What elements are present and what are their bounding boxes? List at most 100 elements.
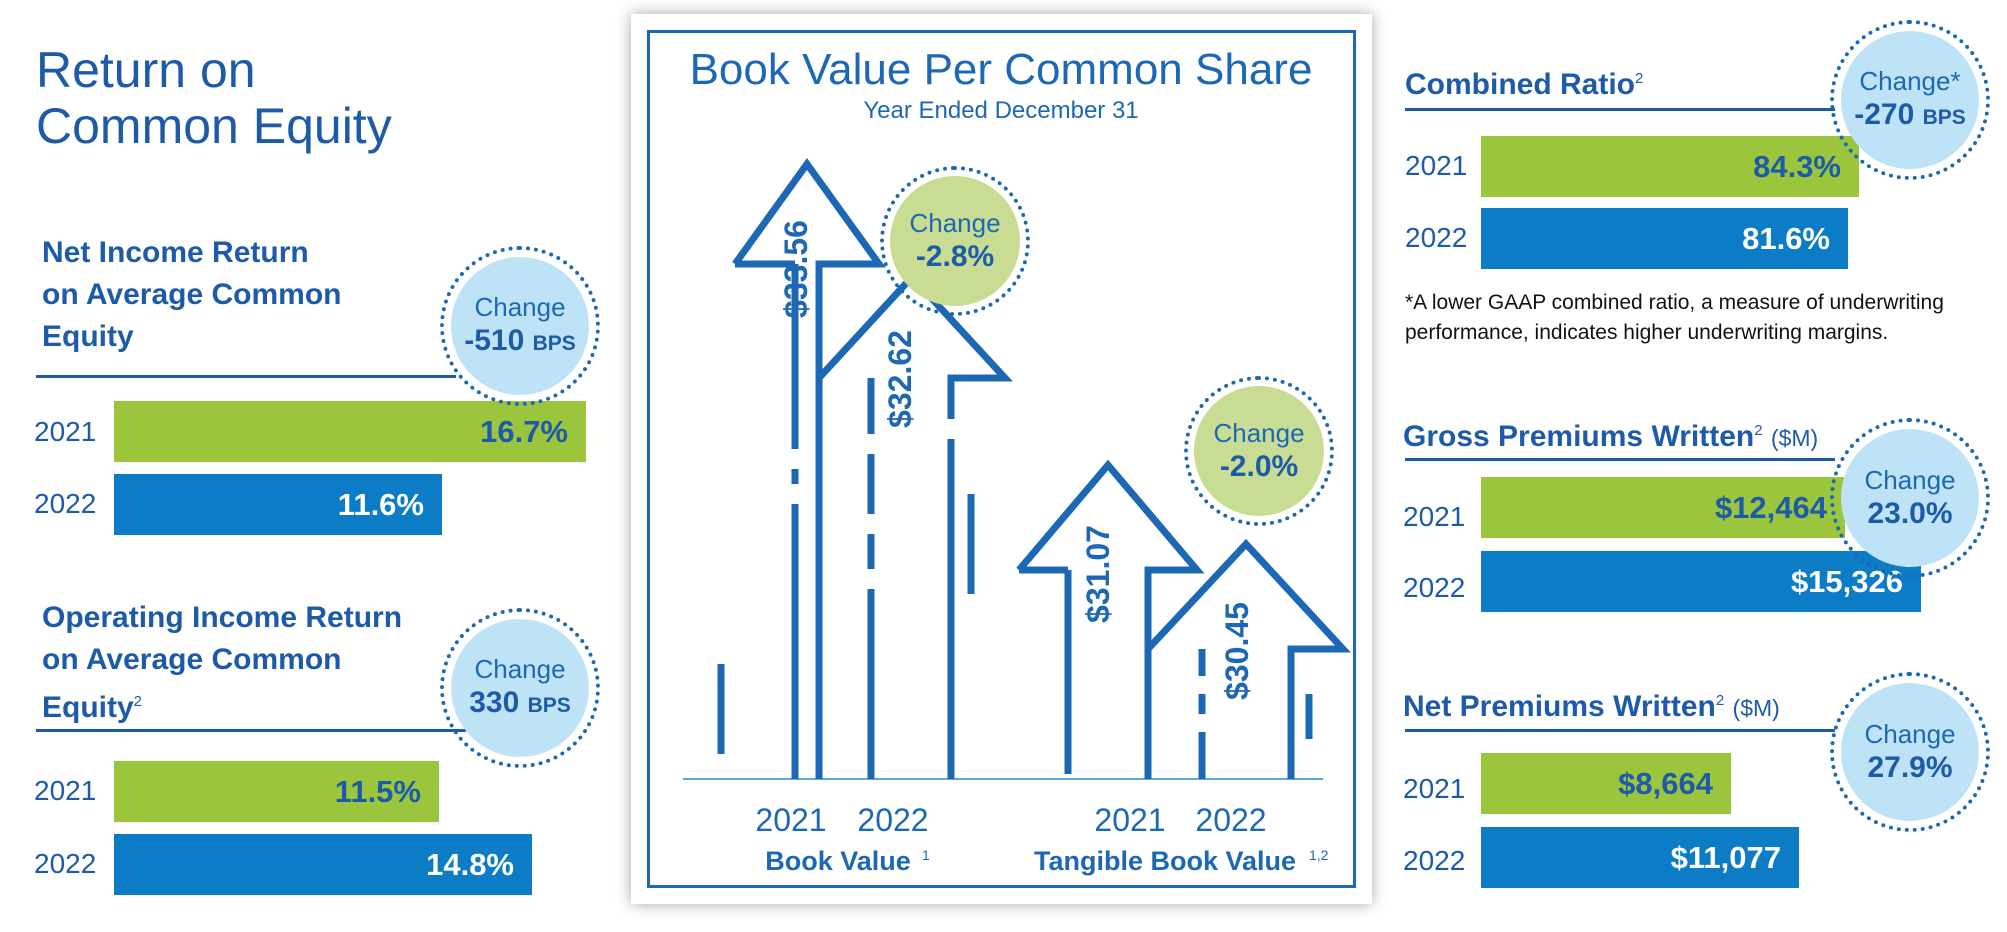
arrow-tangible-book-value-2022 — [1145, 538, 1351, 779]
gross-premiums-bar-2022: $15,326 — [1481, 551, 1921, 612]
change-label: Change — [909, 208, 1001, 238]
operating-income-bar-2021: 11.5% — [114, 761, 439, 822]
combined-ratio-bar-2021: 84.3% — [1481, 136, 1859, 197]
net-income-change-badge: Change -510 BPS — [440, 246, 600, 406]
year-label-tangible-2022: 2022 — [1195, 802, 1266, 838]
change-unit: BPS — [532, 331, 576, 355]
operating-income-bar-2022: 14.8% — [114, 834, 532, 895]
change-unit: BPS — [527, 693, 571, 717]
net-income-bar-2021: 16.7% — [114, 401, 586, 462]
change-value: 330 BPS — [469, 685, 571, 724]
gross-premiums-heading: Gross Premiums Written2 ($M) — [1403, 410, 1818, 459]
change-number: -270 — [1854, 97, 1915, 131]
net-premiums-year-2022: 2022 — [1403, 845, 1466, 876]
change-label: Change — [1213, 418, 1305, 448]
footnote-marker: 2 — [133, 693, 143, 710]
change-label: Change* — [1859, 65, 1961, 96]
gross-premiums-rule — [1405, 458, 1835, 461]
combined-ratio-year-2021: 2021 — [1405, 150, 1468, 181]
operating-income-heading-line3-text: Equity — [42, 691, 134, 724]
combined-ratio-bar-2022: 81.6% — [1481, 208, 1848, 269]
net-income-year-2022: 2022 — [34, 488, 97, 519]
page-title-line2: Common Equity — [36, 98, 392, 154]
change-value: -2.0% — [1219, 450, 1299, 483]
panel-frame — [647, 30, 1356, 888]
net-income-rule — [36, 375, 456, 378]
note-line1: *A lower GAAP combined ratio, a measure … — [1405, 291, 1944, 314]
category-label-book-value-footnote: 1 — [922, 847, 930, 863]
year-label-book-value-2021: 2021 — [755, 802, 826, 838]
operating-income-heading-line3: Equity2 — [42, 681, 402, 729]
note-line2: performance, indicates higher underwriti… — [1405, 321, 1889, 344]
gross-premiums-year-2021: 2021 — [1403, 501, 1466, 532]
net-income-heading-line3: Equity — [42, 320, 134, 353]
operating-income-year-2021: 2021 — [34, 775, 97, 806]
change-value: -270 BPS — [1854, 97, 1966, 136]
net-premiums-bar-2022: $11,077 — [1481, 827, 1799, 888]
combined-ratio-heading: Combined Ratio2 — [1405, 58, 1643, 106]
gross-premiums-heading-text: Gross Premiums Written — [1403, 420, 1755, 453]
operating-income-heading: Operating Income Return on Average Commo… — [42, 597, 402, 729]
arrow-book-value-2022 — [816, 271, 1013, 779]
value-label-tangible-book-value-2022: $30.45 — [1219, 602, 1255, 700]
tangible-book-value-change-badge: Change -2.0% — [1184, 376, 1334, 526]
arrow-tangible-book-value-2021 — [1016, 459, 1205, 779]
change-value: -510 BPS — [464, 323, 576, 362]
combined-ratio-change-badge: Change* -270 BPS — [1830, 20, 1990, 180]
operating-income-heading-line1: Operating Income Return — [42, 601, 403, 634]
gross-premiums-year-2022: 2022 — [1403, 572, 1466, 603]
arrow-book-value-2021 — [717, 158, 886, 779]
footnote-marker: 2 — [1754, 422, 1763, 439]
change-value: 23.0% — [1867, 497, 1953, 530]
net-premiums-heading: Net Premiums Written2 ($M) — [1403, 680, 1780, 729]
gross-premiums-bar-2021: $12,464 — [1481, 477, 1845, 538]
combined-ratio-rule — [1405, 108, 1835, 111]
net-premiums-heading-text: Net Premiums Written — [1403, 690, 1716, 723]
net-premiums-change-badge: Change 27.9% — [1830, 672, 1990, 832]
net-premiums-bar-2021: $8,664 — [1481, 753, 1731, 814]
page-title-line1: Return on — [36, 42, 256, 98]
footnote-marker: 2 — [1635, 70, 1644, 87]
chart-subtitle: Year Ended December 31 — [863, 97, 1138, 124]
operating-income-heading-line2: on Average Common — [42, 643, 342, 676]
operating-income-rule — [36, 729, 466, 732]
net-income-heading-line2: on Average Common — [42, 278, 342, 311]
change-number: 330 — [469, 685, 520, 719]
change-label: Change — [1864, 719, 1956, 749]
category-label-tangible: Tangible Book Value — [1034, 846, 1296, 876]
combined-ratio-heading-text: Combined Ratio — [1405, 68, 1635, 101]
change-number: -510 — [464, 323, 525, 357]
chart-title: Book Value Per Common Share — [690, 45, 1313, 94]
combined-ratio-year-2022: 2022 — [1405, 222, 1468, 253]
page-title: Return on Common Equity — [36, 42, 392, 154]
net-income-bar-2022: 11.6% — [114, 474, 442, 535]
unit-label: ($M) — [1770, 425, 1819, 451]
change-value: 27.9% — [1867, 751, 1953, 784]
book-value-chart: Book Value Per Common Share Year Ended D… — [683, 45, 1351, 876]
value-label-tangible-book-value-2021: $31.07 — [1080, 525, 1116, 623]
change-value: -2.8% — [915, 240, 995, 273]
net-premiums-year-2021: 2021 — [1403, 773, 1466, 804]
net-income-heading-line1: Net Income Return — [42, 236, 309, 269]
footnote-marker: 2 — [1715, 692, 1725, 709]
category-label-book-value: Book Value — [765, 846, 911, 876]
gross-premiums-change-badge: Change 23.0% — [1830, 418, 1990, 578]
unit-label: ($M) — [1732, 695, 1780, 721]
change-unit: BPS — [1922, 105, 1966, 129]
net-premiums-rule — [1405, 729, 1835, 732]
year-label-book-value-2022: 2022 — [857, 802, 928, 838]
combined-ratio-note: *A lower GAAP combined ratio, a measure … — [1405, 288, 1944, 348]
category-label-tangible-footnote: 1,2 — [1309, 847, 1329, 863]
book-value-panel: Book Value Per Common Share Year Ended D… — [631, 14, 1372, 904]
value-label-book-value-2021: $33.56 — [778, 220, 814, 318]
operating-income-year-2022: 2022 — [34, 848, 97, 879]
year-label-tangible-2021: 2021 — [1094, 802, 1165, 838]
net-income-heading: Net Income Return on Average Common Equi… — [42, 232, 342, 358]
value-label-book-value-2022: $32.62 — [882, 330, 918, 428]
change-label: Change — [1864, 465, 1956, 495]
change-label: Change — [474, 291, 566, 322]
book-value-change-badge: Change -2.8% — [880, 166, 1030, 316]
change-label: Change — [474, 653, 566, 684]
operating-income-change-badge: Change 330 BPS — [440, 608, 600, 768]
net-income-year-2021: 2021 — [34, 416, 97, 447]
